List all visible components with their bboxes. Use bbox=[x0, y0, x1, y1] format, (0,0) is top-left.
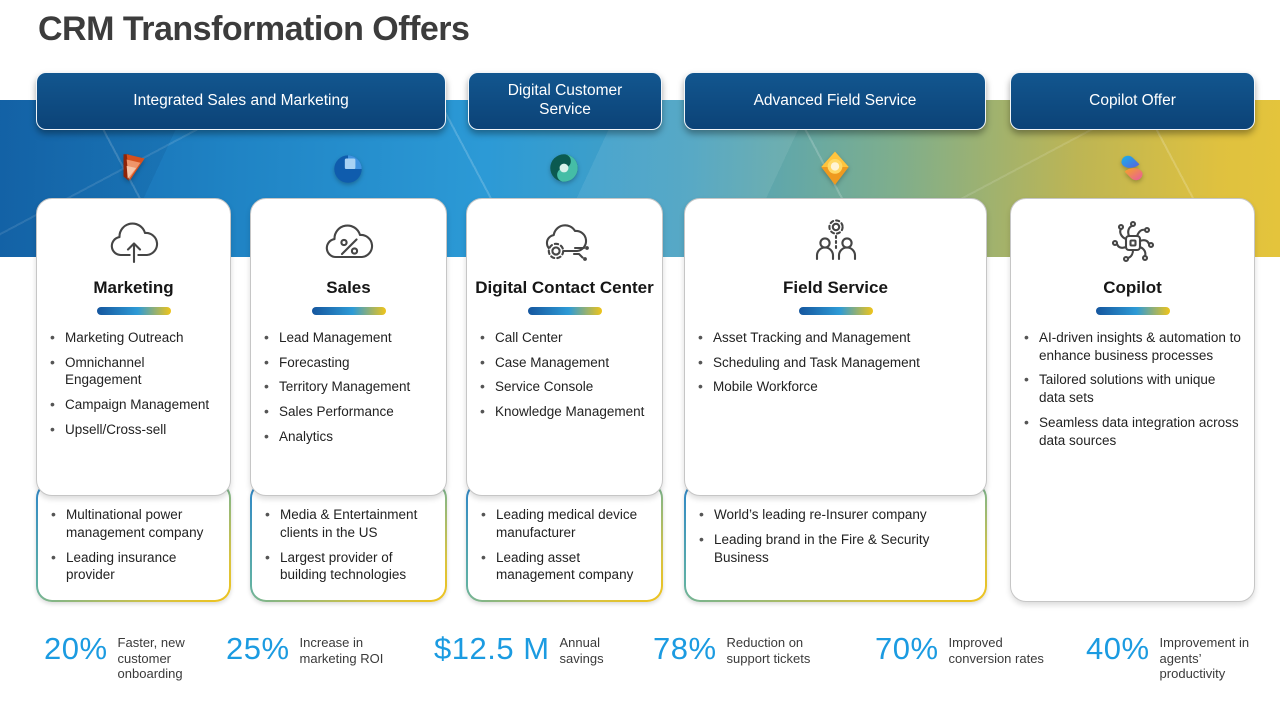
bullet-item: Sales Performance bbox=[264, 402, 436, 421]
bullet-item: Leading insurance provider bbox=[51, 548, 219, 585]
stat-label: Annual savings bbox=[559, 635, 604, 666]
bullet-item: Service Console bbox=[480, 377, 652, 396]
pill-advanced-field-service[interactable]: Advanced Field Service bbox=[684, 72, 986, 130]
feature-list: Marketing Outreach Omnichannel Engagement… bbox=[37, 328, 230, 446]
stat-onboarding: 20% Faster, new customer onboarding bbox=[44, 631, 200, 682]
client-list: Multinational power management company Le… bbox=[38, 505, 229, 585]
bullet-item: AI-driven insights & automation to enhan… bbox=[1024, 328, 1244, 365]
ai-chip-circuit-icon bbox=[1102, 213, 1164, 273]
stat-annual-savings: $12.5 M Annual savings bbox=[434, 631, 624, 666]
stat-value: 20% bbox=[44, 631, 108, 666]
card-title: Field Service bbox=[783, 278, 888, 297]
bullet-item: Tailored solutions with unique data sets bbox=[1024, 370, 1244, 407]
pill-digital-customer-service[interactable]: Digital Customer Service bbox=[468, 72, 662, 130]
stat-label: Improved conversion rates bbox=[948, 635, 1044, 666]
bullet-item: Multinational power management company bbox=[51, 505, 219, 542]
offer-card-copilot[interactable]: Copilot AI-driven insights & automation … bbox=[1010, 198, 1255, 602]
gradient-underline bbox=[527, 306, 602, 315]
bullet-item: Campaign Management bbox=[50, 395, 220, 414]
feature-list: Call Center Case Management Service Consol… bbox=[467, 328, 662, 428]
pill-copilot-offer[interactable]: Copilot Offer bbox=[1010, 72, 1255, 130]
client-list: World’s leading re-Insurer company Leadin… bbox=[686, 505, 985, 567]
stat-label: Improvement in agents’ productivity bbox=[1159, 635, 1250, 682]
bullet-item: Leading brand in the Fire & Security Bus… bbox=[699, 530, 975, 567]
gradient-underline bbox=[96, 306, 171, 315]
stat-marketing-roi: 25% Increase in marketing ROI bbox=[226, 631, 410, 666]
offer-card-field-service[interactable]: Field Service Asset Tracking and Managem… bbox=[684, 198, 987, 496]
card-title: Copilot bbox=[1103, 278, 1162, 297]
client-card-field-service: World’s leading re-Insurer company Leadin… bbox=[684, 482, 987, 602]
dynamics-365-field-service-icon bbox=[816, 149, 854, 187]
bullet-item: Leading medical device manufacturer bbox=[481, 505, 651, 542]
bullet-item: Seamless data integration across data so… bbox=[1024, 413, 1244, 450]
pill-label: Integrated Sales and Marketing bbox=[133, 91, 349, 109]
offer-card-sales[interactable]: Sales Lead Management Forecasting Territor… bbox=[250, 198, 447, 496]
bullet-item: Analytics bbox=[264, 427, 436, 446]
bullet-item: Case Management bbox=[480, 353, 652, 372]
stat-label: Increase in marketing ROI bbox=[299, 635, 384, 666]
client-list: Leading medical device manufacturer Leadi… bbox=[468, 505, 661, 585]
stat-value: 70% bbox=[875, 631, 939, 666]
bullet-item: Forecasting bbox=[264, 353, 436, 372]
card-title: Digital Contact Center bbox=[475, 278, 654, 297]
stat-value: 78% bbox=[653, 631, 717, 666]
bullet-item: Knowledge Management bbox=[480, 402, 652, 421]
page-title: CRM Transformation Offers bbox=[38, 10, 470, 48]
dynamics-365-marketing-icon bbox=[114, 149, 152, 187]
bullet-item: Largest provider of building technologie… bbox=[265, 548, 435, 585]
workforce-gear-icon bbox=[804, 213, 868, 273]
pill-integrated-sales-marketing[interactable]: Integrated Sales and Marketing bbox=[36, 72, 446, 130]
gradient-underline bbox=[1095, 306, 1170, 315]
client-list: Media & Entertainment clients in the US L… bbox=[252, 505, 445, 585]
dynamics-365-sales-icon bbox=[329, 149, 367, 187]
stat-value: 40% bbox=[1086, 631, 1150, 666]
pill-label: Advanced Field Service bbox=[753, 91, 917, 109]
client-card-marketing: Multinational power management company Le… bbox=[36, 482, 231, 602]
stat-value: $12.5 M bbox=[434, 631, 550, 666]
bullet-item: Asset Tracking and Management bbox=[698, 328, 976, 347]
bullet-item: Media & Entertainment clients in the US bbox=[265, 505, 435, 542]
stat-conversion-rates: 70% Improved conversion rates bbox=[875, 631, 1061, 666]
stat-label: Reduction on support tickets bbox=[726, 635, 811, 666]
feature-list: Asset Tracking and Management Scheduling … bbox=[685, 328, 986, 403]
card-title: Sales bbox=[326, 278, 371, 297]
offer-card-contact-center[interactable]: Digital Contact Center Call Center Case M… bbox=[466, 198, 663, 496]
client-card-contact-center: Leading medical device manufacturer Leadi… bbox=[466, 482, 663, 602]
pill-label: Digital Customer Service bbox=[507, 82, 623, 118]
stat-label: Faster, new customer onboarding bbox=[117, 635, 185, 682]
bullet-item: Marketing Outreach bbox=[50, 328, 220, 347]
microsoft-copilot-icon bbox=[1113, 149, 1151, 187]
bullet-item: Call Center bbox=[480, 328, 652, 347]
bullet-item: World’s leading re-Insurer company bbox=[699, 505, 975, 524]
bullet-item: Mobile Workforce bbox=[698, 377, 976, 396]
pill-label: Copilot Offer bbox=[1089, 91, 1176, 109]
stat-value: 25% bbox=[226, 631, 290, 666]
cloud-gear-circuit-icon bbox=[534, 213, 596, 273]
bullet-item: Upsell/Cross-sell bbox=[50, 420, 220, 439]
cloud-percent-icon bbox=[318, 213, 380, 273]
cloud-upload-arrow-icon bbox=[103, 213, 165, 273]
stat-support-tickets: 78% Reduction on support tickets bbox=[653, 631, 837, 666]
bullet-item: Lead Management bbox=[264, 328, 436, 347]
stat-agent-productivity: 40% Improvement in agents’ productivity bbox=[1086, 631, 1265, 682]
client-card-sales: Media & Entertainment clients in the US L… bbox=[250, 482, 447, 602]
offer-card-marketing[interactable]: Marketing Marketing Outreach Omnichannel … bbox=[36, 198, 231, 496]
bullet-item: Leading asset management company bbox=[481, 548, 651, 585]
feature-list: Lead Management Forecasting Territory Mana… bbox=[251, 328, 446, 453]
gradient-underline bbox=[311, 306, 386, 315]
card-title: Marketing bbox=[93, 278, 174, 297]
bullet-item: Territory Management bbox=[264, 377, 436, 396]
bullet-item: Omnichannel Engagement bbox=[50, 353, 220, 390]
dynamics-365-customer-service-icon bbox=[545, 149, 583, 187]
feature-list: AI-driven insights & automation to enhan… bbox=[1011, 328, 1254, 457]
bullet-item: Scheduling and Task Management bbox=[698, 353, 976, 372]
gradient-underline bbox=[798, 306, 873, 315]
